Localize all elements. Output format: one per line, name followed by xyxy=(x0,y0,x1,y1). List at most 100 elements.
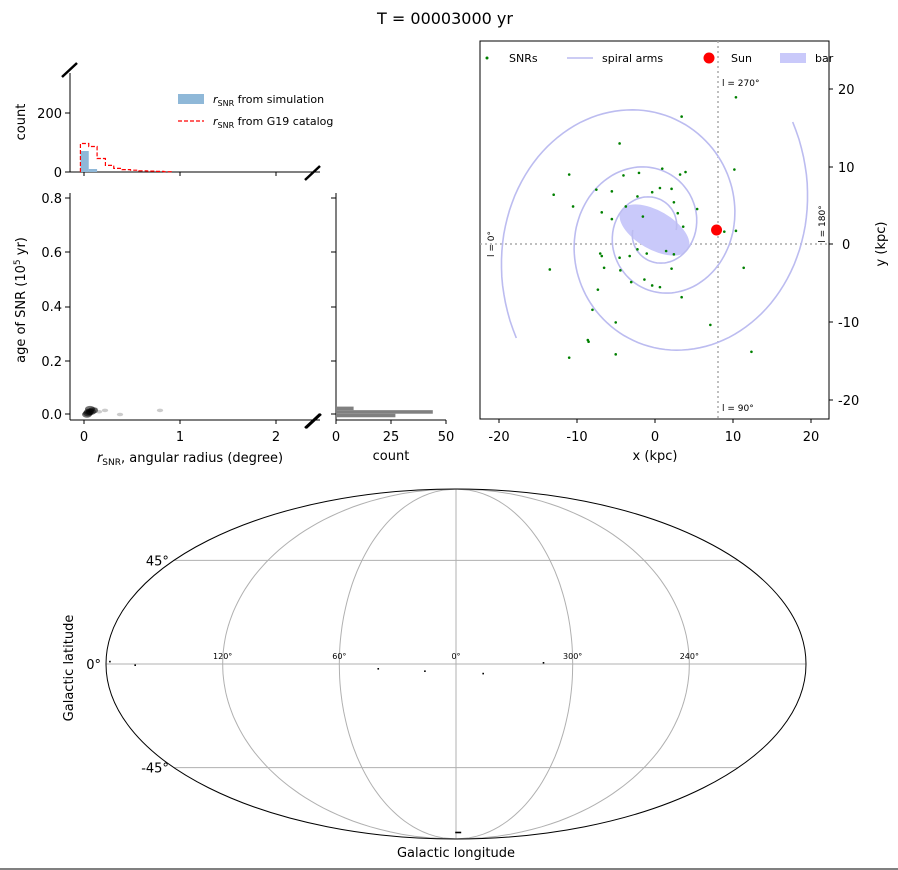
legend-sim-label: rSNR from simulation xyxy=(213,93,324,108)
snr-point xyxy=(552,193,555,197)
legend-sim-swatch xyxy=(178,94,204,104)
scatter-ylabel: age of SNR (105 yr) xyxy=(13,237,29,363)
legend-bar-label: bar xyxy=(815,52,834,65)
snr-point xyxy=(645,252,649,255)
galaxy-ytick: 20 xyxy=(838,83,855,98)
top-hist-ticks: 0 200 xyxy=(37,107,277,181)
snr-point xyxy=(636,195,639,198)
galaxy-xtick: 20 xyxy=(803,430,820,445)
density-points xyxy=(82,405,164,418)
legend-arms-label: spiral arms xyxy=(602,52,663,65)
mollweide-lon-labels: 120° 60° 0° 300° 240° xyxy=(213,652,699,661)
lat-tick-label: -45° xyxy=(141,762,169,777)
snr-point xyxy=(614,321,618,324)
snr-point xyxy=(681,225,685,228)
snr-point xyxy=(670,267,673,270)
snr-point xyxy=(672,253,676,256)
scatter-ytick: 0.0 xyxy=(41,408,62,423)
snr-point xyxy=(643,278,646,281)
age-hist-bar xyxy=(336,413,396,418)
mollweide-xlabel: Galactic longitude xyxy=(397,846,515,861)
mollweide-grid xyxy=(106,488,806,840)
density-point xyxy=(91,407,99,411)
galaxy-ticks: -20 -10 0 10 20 20 10 0 -10 -20 xyxy=(488,83,859,445)
snr-point xyxy=(672,200,676,204)
sky-snr-point xyxy=(424,670,426,672)
sun-point xyxy=(711,224,723,236)
scatter-ticks: 0.0 0.2 0.4 0.6 0.8 0 1 2 xyxy=(41,192,280,445)
lon-tick-label: 300° xyxy=(563,652,582,661)
snr-point xyxy=(624,205,628,208)
right-hist-xlabel: count xyxy=(373,449,410,464)
top-hist-bars xyxy=(80,151,98,172)
snr-point xyxy=(622,174,625,177)
scatter-xtick: 1 xyxy=(176,430,184,445)
snr-point xyxy=(571,205,575,208)
age-hist-bar xyxy=(336,410,433,414)
galaxy-xtick: 10 xyxy=(725,430,742,445)
legend-catalog-label: rSNR from G19 catalog xyxy=(213,115,333,130)
snr-point xyxy=(695,207,699,211)
snr-point xyxy=(684,170,687,174)
lon-tick-label: 240° xyxy=(680,652,699,661)
snr-point xyxy=(567,173,571,176)
sim-hist-bar xyxy=(80,151,89,172)
galaxy-xtick: -20 xyxy=(488,430,509,445)
snr-point xyxy=(598,252,602,255)
age-hist-bar xyxy=(336,406,354,411)
top-hist-ylabel: count xyxy=(14,104,29,141)
snr-point xyxy=(678,173,682,176)
longitude-gridline xyxy=(455,488,574,840)
snr-point xyxy=(614,353,618,356)
mollweide-ylabel: Galactic latitude xyxy=(62,615,77,722)
density-point xyxy=(101,408,109,413)
galaxy-xtick: 0 xyxy=(651,430,659,445)
top-histogram: 0 200 count rSNR from simulation rSNR fr… xyxy=(14,62,333,181)
snr-point xyxy=(709,323,712,327)
axis-break-mark xyxy=(304,165,321,181)
snr-point xyxy=(618,142,621,145)
spiral-arm xyxy=(500,108,736,339)
snr-point xyxy=(591,308,594,312)
lat-tick-label: 0° xyxy=(86,658,101,673)
lon-tick-label: 0° xyxy=(451,652,460,661)
snr-point xyxy=(650,284,654,287)
snr-point xyxy=(734,229,738,233)
snr-point xyxy=(586,338,590,342)
snr-point xyxy=(670,187,673,191)
sky-snr-point xyxy=(377,667,380,670)
snr-point xyxy=(664,249,668,253)
galaxy-ylabel: y (kpc) xyxy=(874,222,889,267)
snr-point xyxy=(723,230,726,233)
longitude-gridline xyxy=(455,488,690,840)
galaxy-ytick: 0 xyxy=(842,238,850,253)
longitude-gridline xyxy=(222,488,457,840)
longitude-gridline xyxy=(338,488,457,840)
right-hist-xtick: 0 xyxy=(332,430,340,445)
figure-title: T = 00003000 yr xyxy=(376,9,513,28)
lon-label-right: l = 180° xyxy=(818,205,828,242)
snr-point xyxy=(734,95,738,99)
galaxy-map: l = 270° l = 90° l = 0° l = 180° -20 -10… xyxy=(479,40,889,464)
scatter-xtick: 2 xyxy=(272,430,280,445)
sun-marker xyxy=(711,224,723,236)
right-hist-xtick: 50 xyxy=(438,430,455,445)
galaxy-xlabel: x (kpc) xyxy=(633,449,678,464)
snr-point xyxy=(641,215,645,218)
lon-tick-label: 120° xyxy=(213,652,232,661)
snr-point xyxy=(595,188,598,191)
mollweide-lat-labels: 45° 0° -45° xyxy=(86,554,169,776)
right-hist-xtick: 25 xyxy=(383,430,400,445)
snr-point xyxy=(750,350,753,354)
density-point xyxy=(156,408,164,413)
snr-point xyxy=(628,254,631,258)
lon-label-bottom: l = 90° xyxy=(722,404,754,414)
snr-point xyxy=(680,295,683,299)
snr-point xyxy=(619,269,622,272)
galaxy-ytick: -10 xyxy=(838,316,859,331)
sky-snr-point xyxy=(455,831,462,834)
snr-point xyxy=(658,186,662,190)
snr-point xyxy=(618,256,621,260)
snr-points xyxy=(548,95,753,359)
right-hist-bars xyxy=(336,406,433,418)
